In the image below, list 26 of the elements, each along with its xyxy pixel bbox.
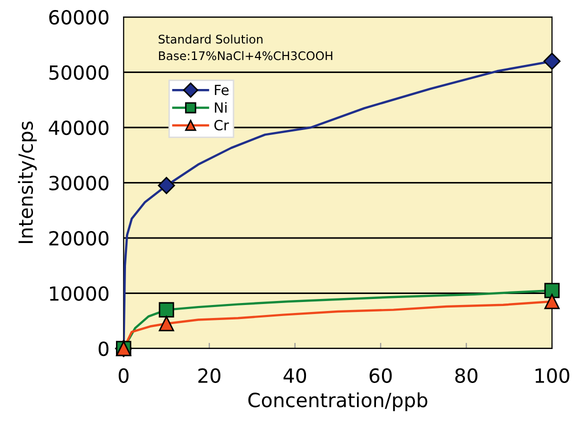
x-tick-label: 40 bbox=[284, 368, 306, 383]
y-tick-label: 10000 bbox=[50, 286, 108, 301]
x-tick-label: 80 bbox=[455, 368, 478, 383]
y-tick-label: 0 bbox=[98, 341, 108, 356]
point bbox=[158, 302, 174, 318]
x-axis-title: Concentration/ppb bbox=[248, 392, 428, 412]
y-tick-label: 20000 bbox=[49, 230, 108, 246]
point bbox=[544, 294, 560, 310]
y-tick-label: 60000 bbox=[49, 10, 108, 25]
annotation: Standard Solution bbox=[158, 34, 262, 44]
point bbox=[544, 282, 560, 298]
legend-label: Fe bbox=[214, 84, 229, 96]
x-tick-label: 60 bbox=[370, 368, 392, 383]
y-tick-label: 50000 bbox=[49, 65, 108, 80]
x-tick-label: 0 bbox=[118, 368, 129, 383]
point bbox=[158, 316, 174, 332]
point bbox=[543, 52, 561, 70]
point bbox=[158, 176, 176, 194]
y-axis-title: Intensity/cps bbox=[18, 122, 37, 244]
legend-label: Ni bbox=[214, 102, 227, 113]
x-tick-label: 20 bbox=[198, 368, 220, 383]
x-tick-label: 100 bbox=[536, 368, 570, 383]
y-tick-label: 40000 bbox=[48, 120, 108, 136]
y-tick-label: 30000 bbox=[49, 176, 108, 190]
legend-label: Cr bbox=[214, 120, 229, 130]
annotation: Base:17%NaCl+4%CH3COOH bbox=[159, 51, 332, 60]
